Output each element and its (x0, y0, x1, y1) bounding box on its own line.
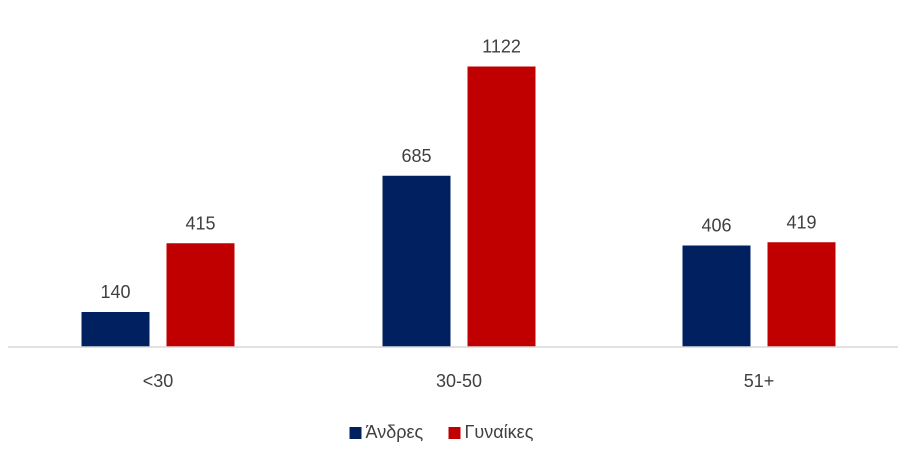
bar-series1-0 (81, 312, 150, 347)
data-label: 419 (786, 212, 816, 232)
bar-series2-0 (166, 243, 235, 347)
category-label: 51+ (744, 371, 775, 391)
bar-series2-1 (467, 66, 536, 347)
data-label: 140 (100, 282, 130, 302)
legend-swatch (448, 427, 461, 439)
legend-label: Άνδρες (366, 422, 424, 442)
category-labels: <30 30-50 51+ (143, 371, 775, 391)
category-label: <30 (143, 371, 174, 391)
data-label: 685 (401, 146, 431, 166)
bar-series1-1 (382, 175, 451, 347)
bar-series1-2 (682, 245, 751, 347)
legend-item: Άνδρες (349, 422, 424, 442)
bars-layer: 140 415 685 1122 406 419 (81, 37, 836, 347)
legend: Άνδρες Γυναίκες (349, 422, 534, 442)
category-label: 30-50 (436, 371, 482, 391)
data-label: 1122 (482, 37, 521, 57)
legend-swatch (349, 427, 362, 439)
legend-label: Γυναίκες (465, 422, 534, 442)
data-label: 415 (185, 213, 215, 233)
bar-series2-2 (767, 242, 836, 347)
data-label: 406 (701, 216, 731, 236)
legend-item: Γυναίκες (448, 422, 534, 442)
